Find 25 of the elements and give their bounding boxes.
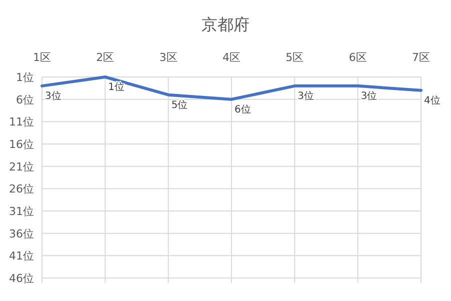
y-tick-label: 16位 xyxy=(9,138,34,151)
chart-title: 京都府 xyxy=(202,15,250,34)
data-label: 3位 xyxy=(45,90,62,102)
y-tick-label: 31位 xyxy=(9,205,34,218)
x-tick-label: 4区 xyxy=(222,51,240,64)
x-tick-label: 3区 xyxy=(159,51,178,64)
data-label: 4位 xyxy=(424,94,440,106)
data-label: 3位 xyxy=(360,90,378,102)
y-tick-label: 6位 xyxy=(16,93,34,106)
x-tick-label: 6区 xyxy=(348,51,367,64)
y-tick-label: 26位 xyxy=(9,182,34,196)
data-label: 5位 xyxy=(171,98,188,111)
y-tick-label: 21位 xyxy=(9,160,34,174)
y-tick-label: 46位 xyxy=(9,272,34,285)
y-tick-label: 11位 xyxy=(9,116,34,129)
data-label: 1位 xyxy=(108,81,125,93)
y-tick-label: 1位 xyxy=(16,71,34,84)
x-tick-label: 2区 xyxy=(96,51,114,64)
y-tick-label: 36位 xyxy=(9,227,34,240)
y-tick-label: 41位 xyxy=(9,250,34,263)
x-tick-label: 7区 xyxy=(412,51,430,64)
x-tick-label: 5区 xyxy=(286,51,304,64)
data-label: 3位 xyxy=(298,90,314,102)
x-tick-label: 1区 xyxy=(33,51,51,64)
data-label: 6位 xyxy=(234,103,251,116)
